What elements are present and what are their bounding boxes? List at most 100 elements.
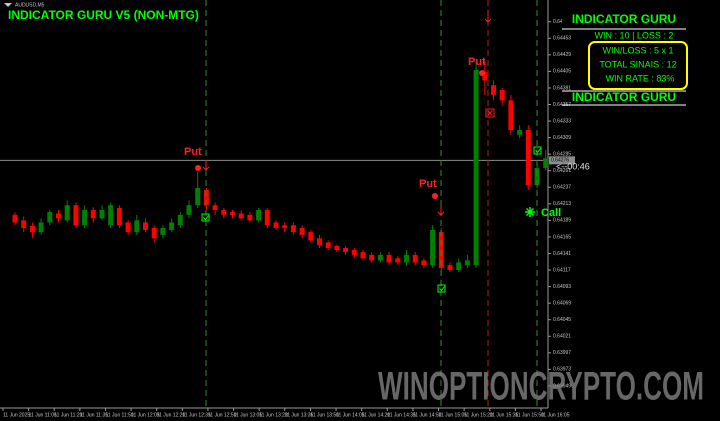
x-tick-label: 11 Jun 14:35: [387, 412, 416, 418]
y-tick-label: 0.64117: [553, 267, 571, 273]
candle-body: [343, 247, 349, 253]
x-tick-label: 11 Jun 15:35: [490, 412, 519, 418]
win-check: [535, 148, 541, 154]
candle-body: [21, 220, 27, 228]
candle-body: [430, 230, 436, 266]
y-tick-label: 0.64213: [553, 201, 571, 207]
candle-body: [38, 222, 44, 233]
candle-body: [351, 250, 357, 255]
panel-box: [588, 41, 688, 90]
y-tick-label: 0.64285: [553, 151, 571, 157]
x-tick-label: 11 Jun 12:50: [208, 412, 237, 418]
symbol: AUDUSD,M5: [15, 2, 45, 8]
candle-body: [264, 210, 270, 226]
y-tick-label: 0.64093: [553, 284, 571, 290]
candle-body: [386, 254, 392, 263]
candle-body: [517, 130, 523, 135]
candle-body: [73, 205, 79, 226]
panel-ratio: WIN/LOSS : 5 x 1: [602, 45, 673, 55]
candle-body: [525, 130, 531, 186]
y-tick-label: 0.63973: [553, 367, 571, 373]
candle-body: [143, 222, 148, 231]
candle-body: [256, 210, 262, 221]
candle-body: [230, 212, 235, 215]
y-tick-label: 0.64453: [553, 36, 571, 42]
y-tick-label: 0.64381: [553, 85, 571, 91]
x-tick-label: 11 Jun 12:20: [157, 412, 186, 418]
candle-body: [82, 210, 88, 226]
candle-body: [473, 70, 479, 266]
x-tick-label: 11 Jun 13:05: [234, 412, 263, 418]
candle-body: [12, 214, 18, 223]
x-tick-label: 11 Jun 12:05: [131, 412, 160, 418]
y-tick-label: 0.64165: [553, 234, 571, 240]
y-tick-label: 0.64021: [553, 334, 571, 340]
current-price-box: [549, 156, 575, 165]
candle-body: [47, 212, 53, 223]
x-tick-label: 11 Jun 11:20: [54, 412, 82, 418]
candle-body: [290, 225, 296, 233]
candle-body: [456, 262, 462, 271]
symbol-icon: [4, 3, 12, 7]
x-tick-label: 11 Jun 15:50: [515, 412, 544, 418]
candle-body: [412, 254, 418, 263]
y-tick-label: 0.64333: [553, 118, 571, 124]
y-tick-label: 0.63997: [553, 350, 571, 356]
candle-body: [90, 210, 96, 219]
candle-body: [447, 265, 453, 271]
y-tick-label: 0.64405: [553, 69, 571, 75]
win-box: [533, 146, 542, 155]
candle-body: [238, 213, 244, 219]
current-price-label: 0.64276: [551, 158, 569, 164]
candle-body: [369, 254, 375, 261]
put-arrow: [484, 10, 492, 23]
x-tick-label: 11 Jun 11:50: [105, 412, 133, 418]
candle-body: [116, 207, 122, 226]
signal-lines: [205, 0, 538, 408]
candle-body: [317, 238, 322, 246]
candle-body: [169, 222, 175, 231]
candle-body: [377, 254, 383, 261]
candle-body: [325, 242, 331, 248]
x-tick-label: 11 Jun 11:05: [29, 412, 57, 418]
y-tick-label: 0.64261: [553, 168, 571, 174]
put-label: Put: [468, 56, 486, 68]
put-dot: [195, 165, 201, 171]
candle-body: [247, 214, 253, 221]
candle-body: [203, 190, 209, 206]
candle-body: [360, 252, 366, 259]
x-tick-label: 11 Jun 14:05: [336, 412, 365, 418]
x-tick-label: 11 Jun 2025: [3, 412, 30, 418]
candle-body: [273, 222, 279, 228]
candle-body: [160, 227, 166, 235]
candle-body: [99, 210, 105, 219]
put-label: Put: [184, 146, 202, 158]
candle-body: [508, 100, 514, 131]
candle-body: [491, 85, 496, 95]
loss-box: [485, 108, 495, 118]
put-arrow: [437, 205, 445, 216]
put-dot: [479, 70, 485, 76]
candle-body: [282, 225, 288, 228]
x-tick-label: 11 Jun 13:35: [285, 412, 314, 418]
candle-body: [177, 214, 183, 226]
candle-body: [195, 187, 201, 206]
put-arrow: [202, 160, 210, 171]
candle-body: [499, 90, 505, 101]
x-tick-label: 11 Jun 14:20: [362, 412, 391, 418]
candle-body: [221, 210, 227, 215]
info-panel: INDICATOR GURU WIN : 10 | LOSS : 2 WIN/L…: [562, 12, 688, 106]
x-tick-label: 11 Jun 12:35: [182, 412, 211, 418]
candle-body: [56, 213, 61, 219]
chart-title: INDICATOR GURU V5 (NON-MTG): [8, 8, 199, 22]
y-tick-label: 0.64069: [553, 300, 571, 306]
candle-body: [308, 232, 314, 241]
put-dot: [432, 193, 438, 199]
candle-body: [534, 167, 540, 186]
x-tick-label: 11 Jun 16:05: [541, 412, 570, 418]
candle-body: [334, 245, 340, 251]
y-tick-label: 0.64309: [553, 135, 571, 141]
candle-body: [299, 227, 305, 235]
candle-body: [151, 227, 157, 239]
win-box: [437, 284, 446, 293]
